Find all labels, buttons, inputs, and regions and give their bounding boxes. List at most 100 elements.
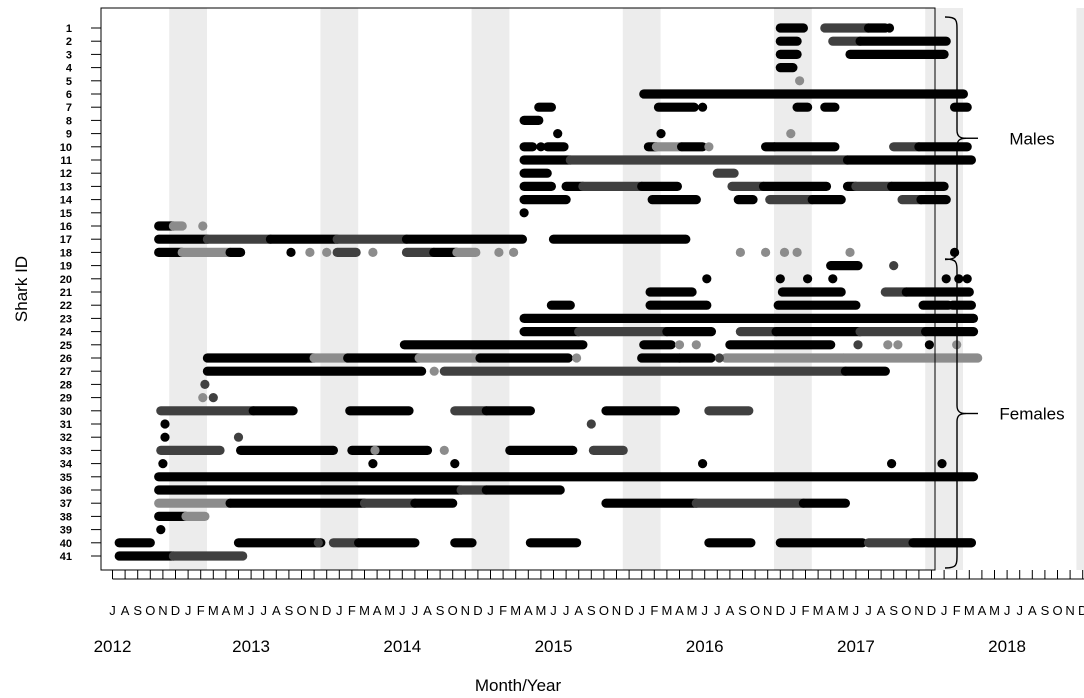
detection-point: [536, 142, 546, 152]
month-label: J: [336, 603, 343, 618]
detection-point: [519, 208, 529, 218]
month-label: O: [901, 603, 911, 618]
plot-frame: [100, 7, 936, 571]
month-label: S: [436, 603, 445, 618]
detection-point: [208, 393, 218, 403]
year-label: 2016: [686, 637, 724, 656]
group-label: Females: [999, 405, 1064, 424]
detection-point: [714, 353, 725, 363]
y-tick-label: 13: [60, 181, 72, 193]
year-labels: 2012 2013 2014 2015 2016 2017 2018: [94, 637, 1026, 656]
month-label: N: [914, 603, 923, 618]
detection-point: [853, 340, 863, 350]
detection-point: [370, 445, 380, 455]
detection-point: [761, 247, 771, 257]
month-label: A: [373, 603, 382, 618]
y-tick-label: 18: [60, 247, 72, 259]
month-label: J: [701, 603, 708, 618]
month-label: M: [661, 603, 672, 618]
month-label: F: [348, 603, 356, 618]
detection-point: [937, 459, 947, 469]
detection-point: [803, 274, 813, 284]
month-label: O: [296, 603, 306, 618]
month-label: S: [133, 603, 142, 618]
month-label: S: [587, 603, 596, 618]
detection-point: [893, 340, 903, 350]
detection-point: [286, 247, 296, 257]
month-label: F: [953, 603, 961, 618]
month-label: O: [1052, 603, 1062, 618]
detection-point: [553, 129, 563, 139]
group-brackets: Males Females: [944, 16, 1065, 569]
y-tick-label: 11: [60, 155, 72, 167]
month-label: M: [208, 603, 219, 618]
year-label: 2014: [383, 637, 421, 656]
month-label: J: [714, 603, 721, 618]
month-label: A: [574, 603, 583, 618]
year-label: 2018: [988, 637, 1026, 656]
y-tick-label: 19: [60, 261, 72, 273]
detection-point: [674, 353, 685, 363]
detection-point: [368, 247, 378, 257]
y-tick-label: 34: [60, 459, 73, 471]
detection-point: [883, 340, 893, 350]
month-label: M: [989, 603, 1000, 618]
y-tick-label: 38: [60, 511, 72, 523]
month-label: A: [1028, 603, 1037, 618]
y-tick-label: 2: [66, 36, 72, 48]
month-label: J: [412, 603, 419, 618]
group-label: Males: [1009, 129, 1054, 148]
month-label: M: [359, 603, 370, 618]
month-label: D: [927, 603, 936, 618]
y-axis-label: Shark ID: [12, 256, 31, 322]
y-tick-label: 6: [66, 89, 72, 101]
detection-point: [954, 274, 964, 284]
month-label: A: [978, 603, 987, 618]
detection-point: [200, 379, 210, 389]
y-tick-label: 41: [60, 551, 72, 563]
month-label: M: [233, 603, 244, 618]
month-label: N: [1065, 603, 1074, 618]
month-label: N: [461, 603, 470, 618]
detection-point: [156, 525, 166, 535]
detection-point: [698, 459, 708, 469]
month-label: F: [197, 603, 205, 618]
month-label: M: [838, 603, 849, 618]
year-label: 2013: [232, 637, 270, 656]
detection-point: [160, 419, 170, 429]
month-label: A: [726, 603, 735, 618]
month-label: A: [272, 603, 281, 618]
month-label: F: [650, 603, 658, 618]
detection-point: [735, 247, 746, 257]
month-label: N: [309, 603, 318, 618]
detection-point: [795, 76, 805, 86]
detection-point: [828, 274, 838, 284]
detection-point: [313, 538, 323, 548]
month-label: A: [524, 603, 533, 618]
season-band: [1076, 8, 1084, 570]
y-tick-label: 37: [60, 498, 72, 510]
detection-point: [941, 274, 951, 284]
y-tick-label: 15: [60, 208, 72, 220]
x-axis-ticks: [112, 570, 1084, 580]
month-label: N: [158, 603, 167, 618]
detection-point: [494, 247, 504, 257]
month-label: A: [121, 603, 130, 618]
detection-point: [429, 366, 439, 376]
y-tick-label: 12: [60, 168, 72, 180]
month-label: S: [738, 603, 747, 618]
month-label: S: [1041, 603, 1050, 618]
month-label: D: [322, 603, 331, 618]
detection-point: [439, 445, 449, 455]
month-label: O: [750, 603, 760, 618]
month-label: J: [185, 603, 192, 618]
month-label: D: [171, 603, 180, 618]
y-tick-label: 4: [66, 63, 73, 75]
month-label: D: [776, 603, 785, 618]
month-label: O: [145, 603, 155, 618]
year-label: 2017: [837, 637, 875, 656]
month-label: M: [687, 603, 698, 618]
detection-point: [160, 432, 170, 442]
